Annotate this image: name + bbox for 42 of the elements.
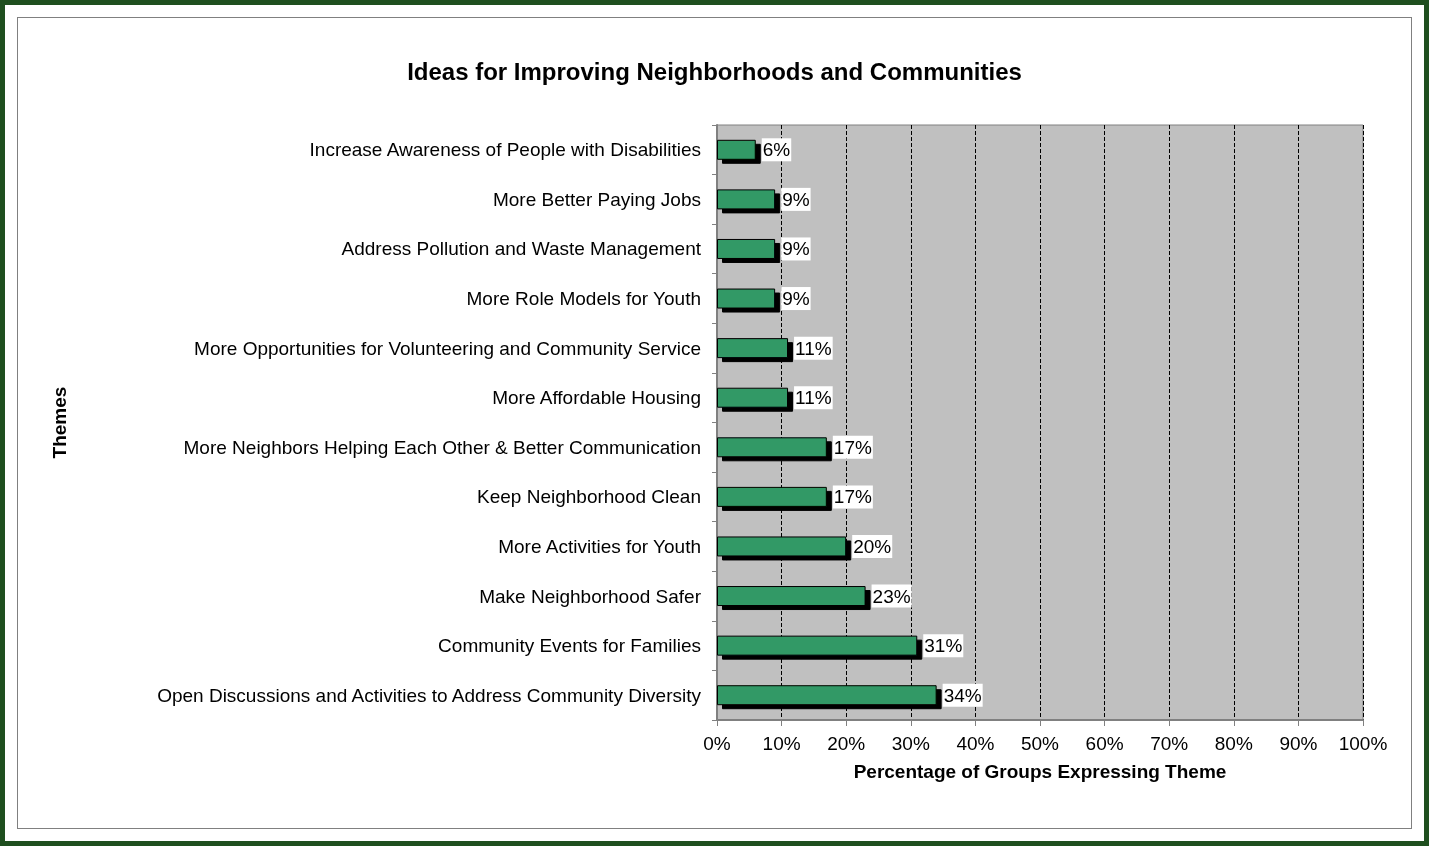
y-tick-label: More Affordable Housing [492, 387, 701, 409]
y-tick-label: Keep Neighborhood Clean [477, 486, 701, 508]
data-label: 34% [943, 684, 982, 706]
x-tick-label: 10% [762, 733, 801, 754]
data-label: 6% [762, 139, 791, 161]
data-label: 17% [833, 436, 872, 458]
data-label: 31% [924, 635, 963, 657]
y-tick-label: More Opportunities for Volunteering and Community Service [194, 337, 701, 359]
x-tick-label: 80% [1214, 733, 1253, 754]
y-tick-label: More Role Models for Youth [466, 288, 701, 310]
x-tick-label: 100% [1338, 733, 1388, 754]
y-tick-label: Open Discussions and Activities to Address Community Diversity [157, 684, 702, 706]
y-tick-label: More Neighbors Helping Each Other & Better Communication [183, 436, 701, 458]
bar [717, 288, 776, 309]
x-tick-label: 90% [1279, 733, 1318, 754]
x-tick-label: 40% [956, 733, 995, 754]
bar [717, 238, 776, 259]
data-label: 9% [782, 238, 810, 260]
data-label: 20% [853, 535, 892, 557]
y-tick-label: More Better Paying Jobs [492, 188, 701, 210]
x-tick-label: 30% [891, 733, 930, 754]
x-tick-label: 20% [827, 733, 866, 754]
x-tick-label: 0% [703, 733, 731, 754]
x-tick-label: 60% [1085, 733, 1124, 754]
data-label: 11% [795, 387, 832, 409]
data-label: 23% [872, 585, 911, 607]
y-tick-label: More Activities for Youth [498, 535, 701, 557]
data-label: 17% [833, 486, 872, 508]
y-axis-title: Themes [49, 386, 70, 459]
y-tick-label: Make Neighborhood Safer [479, 585, 702, 607]
data-label: 11% [795, 337, 832, 359]
chart-title: Ideas for Improving Neighborhoods and Communities [407, 57, 1022, 85]
data-label: 9% [782, 188, 810, 210]
bar [717, 189, 776, 210]
data-label: 9% [782, 288, 810, 310]
x-tick-label: 70% [1150, 733, 1189, 754]
x-tick-label: 50% [1020, 733, 1060, 754]
y-tick-label: Community Events for Families [438, 635, 701, 657]
y-tick-label: Increase Awareness of People with Disabilities [309, 139, 701, 161]
x-axis-title: Percentage of Groups Expressing Theme [853, 761, 1227, 782]
y-tick-label: Address Pollution and Waste Management [341, 238, 702, 260]
bar [717, 139, 756, 160]
